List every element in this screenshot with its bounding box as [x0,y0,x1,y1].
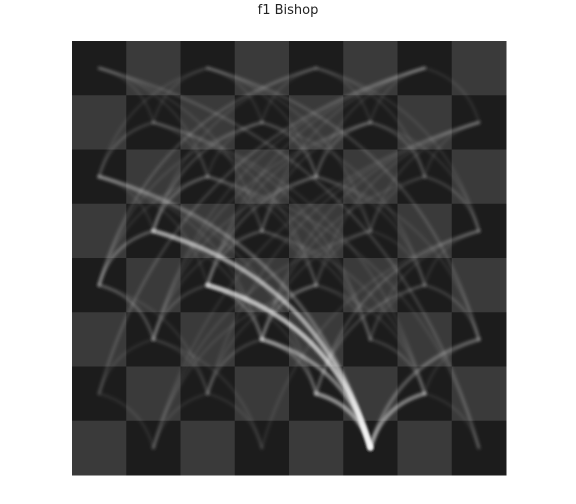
move-trace-g6-h5-117 [423,175,480,232]
move-trace-f7-b3-163 [152,121,372,341]
move-trace-c8-h3-162 [206,67,480,341]
square-a1 [72,420,127,476]
move-trace-a8-h1-159 [98,67,480,449]
square-a7 [72,95,127,150]
move-trace-g8-a2-161 [98,67,426,395]
move-trace-b1-h7-155 [152,121,480,449]
move-trace-d1-h5-154 [260,229,480,449]
square-e1 [289,420,344,476]
square-c1 [180,420,236,476]
move-trace-f7-g6-128 [369,121,426,178]
move-trace-b7-c8-119 [152,67,209,124]
move-trace-b7-f3-164 [152,121,372,341]
square-h8 [451,41,507,96]
square-d2 [234,366,290,422]
chart-title: f1 Bishop [257,3,319,18]
square-a5 [72,203,127,259]
move-trace-e8-a4-160 [98,67,318,287]
square-g1 [397,420,453,476]
square-h6 [451,149,507,205]
move-trace-h7-g8-157 [423,67,480,124]
move-trace-b7-a6-120 [98,121,155,178]
move-trace-f7-e8-126 [315,67,372,124]
move-trace-c2-a4-102 [98,284,209,395]
move-trace-c2-d1-101 [206,392,263,449]
move-trace-a2-b1-156 [98,392,155,449]
